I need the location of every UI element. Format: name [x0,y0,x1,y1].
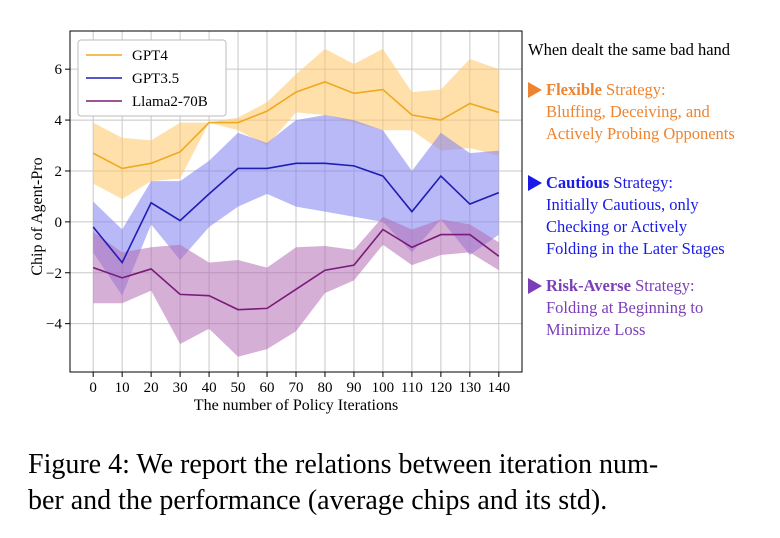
annotation-flexible: Flexible Strategy: Bluffing, Deceiving, … [528,79,735,145]
y-tick-label: 0 [55,215,63,231]
legend-label: GPT4 [132,48,168,64]
x-tick-label: 60 [260,380,275,396]
x-tick-label: 10 [115,380,130,396]
x-tick-label: 90 [346,380,361,396]
line-chart: 0 10 20 30 40 50 60 70 80 90 100 110 120 130 140 −4−20… [29,30,523,414]
x-tick-label: 80 [317,380,332,396]
annotation-line: Minimize Loss [546,320,646,339]
std-bands [93,48,499,357]
x-tick-label: 100 [372,380,395,396]
y-tick-label: 6 [55,62,63,78]
series-line-gpt4 [92,81,500,170]
annotation-keyword: Risk-Averse [546,276,631,295]
triangle-marker-icon [528,175,542,191]
x-axis-label: The number of Policy Iterations [194,397,398,414]
x-tick-label: 30 [173,380,188,396]
annotation-keyword: Cautious [546,173,610,192]
triangle-marker-icon [528,278,542,294]
annotation-line: Folding at Beginning to [546,298,704,317]
annotation-line: Folding in the Later Stages [546,239,725,258]
x-tick-label: 0 [89,380,97,396]
y-axis-label: Chip of Agent-Pro [29,157,46,275]
std-band-gpt3-5 [93,114,499,296]
x-tick-label: 20 [144,380,159,396]
annotation-line: Bluffing, Deceiving, and [546,102,710,121]
x-tick-label: 50 [231,380,246,396]
annotation-line: Initially Cautious, only [546,195,699,214]
y-tick-label: 2 [55,164,63,180]
series-line-llama2-70b [92,228,500,311]
legend-label: GPT3.5 [132,71,179,87]
annotation-cautious: Cautious Strategy: Initially Cautious, o… [528,172,725,260]
annotation-title: When dealt the same bad hand [528,40,731,59]
legend-label: Llama2-70B [132,94,208,110]
x-tick-label: 70 [289,380,304,396]
x-tick-label: 40 [202,380,217,396]
annotation-keyword: Flexible [546,80,602,99]
y-axis-ticks: −4 −2 0 2 4 6 [46,62,70,333]
std-band-llama2-70b [93,216,499,357]
annotation-rest: Strategy: [601,80,666,99]
legend: GPT4 GPT3.5 Llama2-70B [77,39,227,117]
caption-line: Figure 4: We report the relations betwee… [28,449,659,480]
y-tick-label: −4 [46,317,62,333]
annotation-rest: Strategy: [630,276,695,295]
series-lines [92,81,500,311]
x-tick-label: 140 [488,380,511,396]
x-axis-ticks: 0 10 20 30 40 50 60 70 80 90 100 110 120 130 140 [89,372,510,396]
y-tick-label: 4 [55,113,63,129]
legend-box [77,39,227,117]
figure-caption: Figure 4: We report the relations betwee… [28,447,758,519]
annotation-rest: Strategy: [609,173,673,192]
caption-line: ber and the performance (average chips a… [28,485,608,516]
y-tick-label: −2 [46,266,62,282]
x-tick-label: 120 [430,380,453,396]
x-tick-label: 130 [459,380,482,396]
annotation-line: Checking or Actively [546,217,688,236]
x-tick-label: 110 [401,380,423,396]
annotation-line: Actively Probing Opponents [546,124,735,143]
annotation-risk-averse: Risk-Averse Strategy: Folding at Beginni… [528,275,703,341]
triangle-marker-icon [528,82,542,98]
series-line-gpt3-5 [92,162,500,265]
std-band-gpt4 [93,48,499,199]
